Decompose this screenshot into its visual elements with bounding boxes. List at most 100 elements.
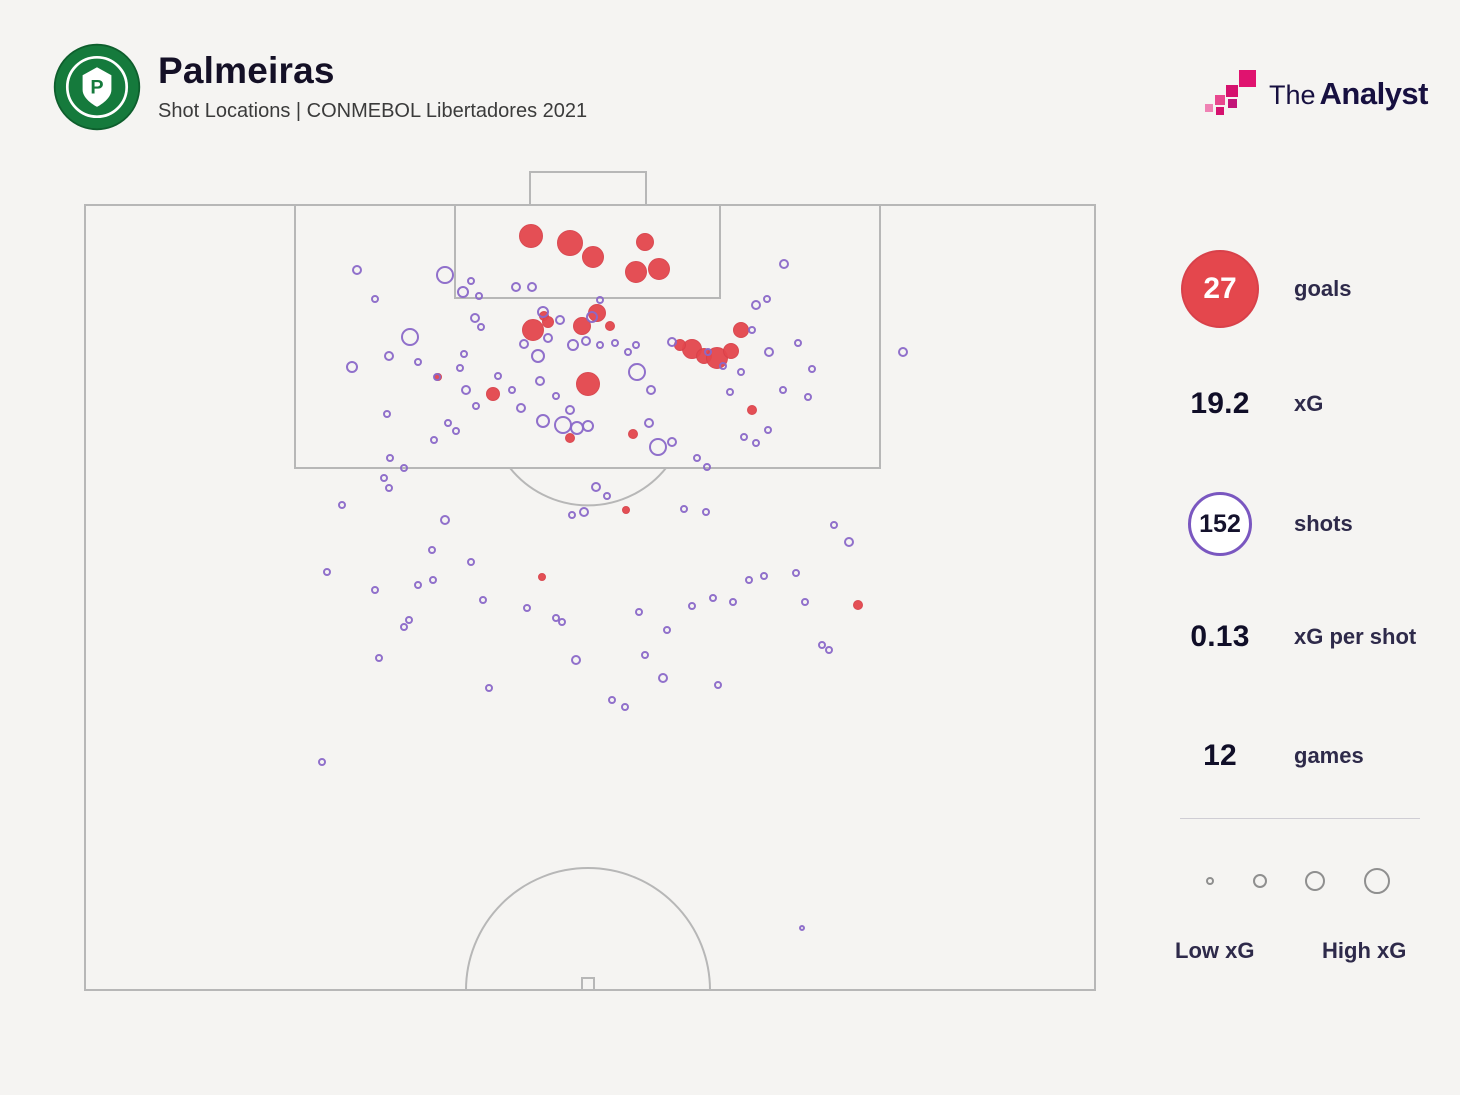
shot-marker xyxy=(794,339,802,347)
shot-marker xyxy=(745,576,753,584)
goal-marker xyxy=(539,311,549,321)
divider xyxy=(1180,818,1420,819)
xg-value: 19.2 xyxy=(1190,387,1250,420)
shot-marker xyxy=(457,286,469,298)
shot-marker xyxy=(323,568,331,576)
legend-size-circle xyxy=(1363,868,1390,894)
goal-marker xyxy=(853,600,863,610)
shot-marker xyxy=(658,673,668,683)
shot-marker xyxy=(801,598,809,606)
shot-marker xyxy=(641,651,649,659)
shot-marker xyxy=(552,614,560,622)
shot-marker xyxy=(429,576,437,584)
penalty-arc xyxy=(509,467,667,507)
goal-marker xyxy=(706,347,728,369)
shot-marker xyxy=(621,703,629,711)
shot-marker xyxy=(808,365,816,373)
shot-marker xyxy=(571,655,581,665)
goal-marker xyxy=(434,373,442,381)
shot-marker xyxy=(792,569,800,577)
shot-marker xyxy=(428,546,436,554)
shot-marker xyxy=(543,333,553,343)
shot-marker xyxy=(527,282,537,292)
shot-marker xyxy=(568,511,576,519)
shot-marker xyxy=(414,358,422,366)
shot-marker xyxy=(436,266,454,284)
shot-marker xyxy=(760,572,768,580)
shot-marker xyxy=(825,646,833,654)
shot-marker xyxy=(844,537,854,547)
goal-marker xyxy=(696,348,712,364)
shot-marker xyxy=(537,306,549,318)
shot-marker xyxy=(494,372,502,380)
shot-marker xyxy=(751,300,761,310)
shot-marker xyxy=(644,418,654,428)
shot-marker xyxy=(714,681,722,689)
shot-marker xyxy=(352,265,362,275)
shot-marker xyxy=(693,454,701,462)
goal-marker xyxy=(565,433,575,443)
shot-marker xyxy=(472,402,480,410)
shot-marker xyxy=(461,385,471,395)
shot-marker xyxy=(779,259,789,269)
centre-mark xyxy=(581,977,595,991)
legend-size-circle xyxy=(1206,877,1214,885)
shot-marker xyxy=(752,439,760,447)
shot-marker xyxy=(579,507,589,517)
shot-marker xyxy=(531,349,545,363)
shot-marker xyxy=(444,419,452,427)
goals-value: 27 xyxy=(1203,272,1237,305)
pitch-boundary xyxy=(84,204,1096,991)
shot-marker xyxy=(565,405,575,415)
shot-marker xyxy=(596,296,604,304)
goal-marker xyxy=(576,372,600,396)
shot-marker xyxy=(430,436,438,444)
shot-marker xyxy=(405,616,413,624)
shot-marker xyxy=(433,373,441,381)
shot-marker xyxy=(764,426,772,434)
goal-marker xyxy=(519,224,543,248)
shot-marker xyxy=(383,410,391,418)
shot-marker xyxy=(467,277,475,285)
shot-marker xyxy=(380,474,388,482)
shot-marker xyxy=(400,464,408,472)
svg-text:P: P xyxy=(90,76,103,98)
shot-marker xyxy=(535,376,545,386)
goal-marker xyxy=(682,339,702,359)
shot-marker xyxy=(386,454,394,462)
page-subtitle: Shot Locations | CONMEBOL Libertadores 2… xyxy=(158,100,588,122)
shot-marker xyxy=(729,598,737,606)
shot-marker xyxy=(818,641,826,649)
shot-marker xyxy=(632,341,640,349)
shot-marker xyxy=(591,482,601,492)
legend-low-xg: Low xG xyxy=(1175,938,1255,963)
legend-size-circle xyxy=(1252,874,1267,888)
shot-marker xyxy=(456,364,464,372)
shot-marker xyxy=(511,282,521,292)
stat-xg-per-shot: 0.13 xG per shot xyxy=(1158,620,1416,654)
shot-marker xyxy=(558,618,566,626)
goal-marker xyxy=(636,233,654,251)
shot-marker xyxy=(740,433,748,441)
shot-marker xyxy=(748,326,756,334)
shot-marker xyxy=(452,427,460,435)
goal-marker xyxy=(622,506,630,514)
shot-marker xyxy=(346,361,358,373)
shot-marker xyxy=(375,654,383,662)
shot-marker xyxy=(371,295,379,303)
xg-label: xG xyxy=(1294,391,1324,416)
shot-marker xyxy=(519,339,529,349)
shot-marker xyxy=(414,581,422,589)
shot-marker xyxy=(830,521,838,529)
shot-marker xyxy=(603,492,611,500)
shot-marker xyxy=(582,420,594,432)
stat-goals: 27 goals xyxy=(1158,250,1351,328)
goal-marker xyxy=(557,230,583,256)
shot-marker xyxy=(702,508,710,516)
shot-marker xyxy=(898,347,908,357)
shot-marker xyxy=(763,295,771,303)
shot-marker xyxy=(318,758,326,766)
shot-marker xyxy=(467,558,475,566)
goal-marker xyxy=(538,573,546,581)
